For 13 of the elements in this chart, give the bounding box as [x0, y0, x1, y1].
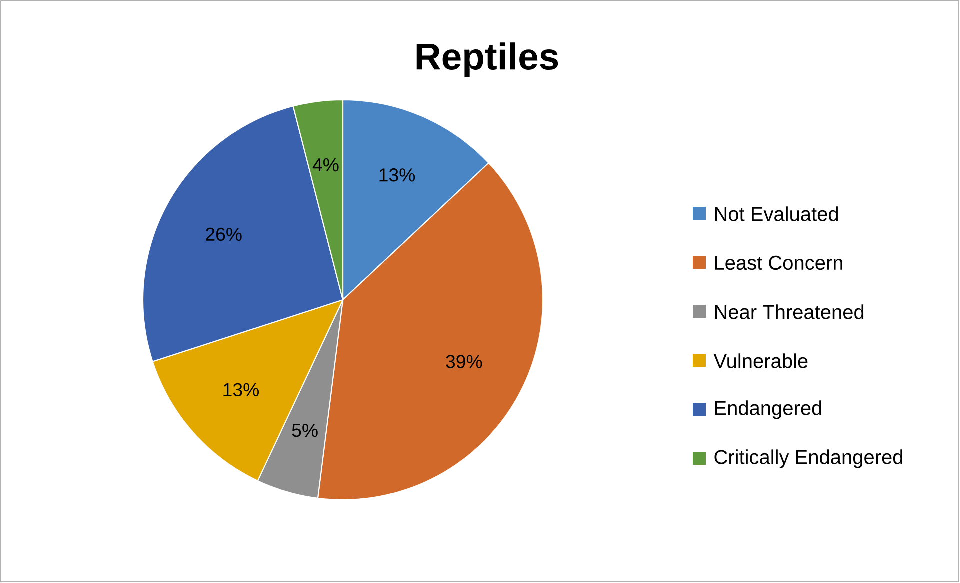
legend-label: Endangered: [715, 400, 822, 420]
data-label: 13%: [380, 168, 416, 182]
legend-label: Not Evaluated: [715, 206, 838, 222]
legend-label: Vulnerable: [714, 354, 808, 368]
data-label: 4%: [312, 158, 339, 172]
data-label: 13%: [224, 383, 259, 397]
legend-label: Near Threatened: [715, 304, 864, 320]
legend-label: Critically Endangered: [714, 450, 902, 468]
chart-title: Reptiles: [416, 42, 558, 78]
data-label: 26%: [206, 228, 242, 242]
legend-label: Least Concern: [715, 256, 842, 270]
data-label: 39%: [446, 355, 482, 368]
data-label: 5%: [292, 424, 318, 438]
